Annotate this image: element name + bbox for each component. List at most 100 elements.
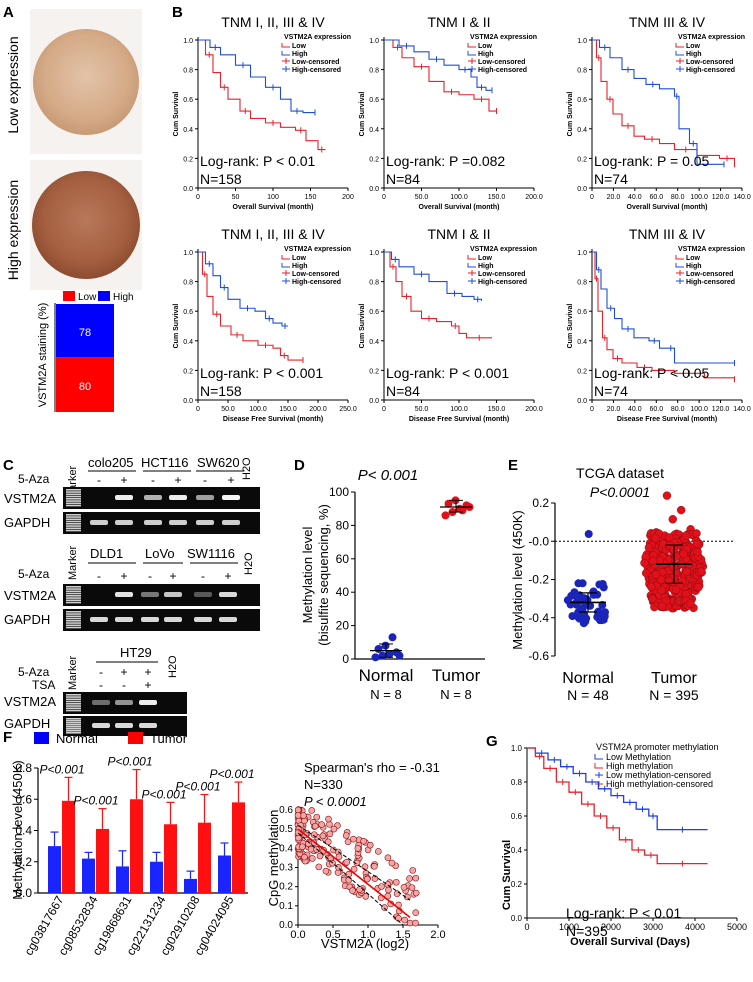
panel-a-letter: A — [3, 4, 14, 21]
km-curve-low — [384, 251, 492, 339]
e-normal-point — [593, 608, 602, 617]
d-group-name: Normal — [359, 666, 414, 685]
gel3-line-ht29: HT29 — [120, 645, 152, 660]
e-tumor-point — [692, 539, 702, 549]
gel2-line-lovo: LoVo — [145, 546, 175, 561]
ladder-band — [66, 730, 81, 732]
gel-band — [219, 592, 237, 597]
ladder-band — [66, 698, 81, 701]
panel-d-ylabel-line2: (bisulfite sequencing, %) — [316, 504, 331, 646]
s-point — [307, 845, 315, 853]
gel3-tsa-label: TSA — [32, 678, 55, 692]
panel-g-legend-title: VSTM2A promoter methylation — [596, 742, 719, 752]
s-point — [319, 832, 327, 840]
gel-band — [144, 520, 162, 525]
s-point — [361, 863, 369, 871]
treatment-sign: + — [144, 665, 151, 679]
km-xtick-label: 200.0 — [525, 406, 543, 413]
gel1-line-colo205: colo205 — [88, 455, 134, 470]
d-ytick-label: 20 — [336, 619, 350, 633]
gel-band — [194, 592, 212, 597]
legend-high-swatch — [98, 291, 110, 301]
km-legend-line — [467, 255, 476, 260]
s-point — [393, 890, 401, 897]
km-ytick-label: 1.0 — [369, 250, 379, 257]
km-ytick-label: 0.4 — [369, 339, 379, 346]
s-xtick-label: 1.0 — [360, 929, 375, 941]
km-ylabel: Cum Survival — [567, 304, 574, 349]
f-bar-normal — [116, 866, 129, 893]
km-xtick-label: 20.0 — [607, 194, 621, 201]
km-plot-3: TNM III & IV 1.0 0.8 0.6 0.4 0.2 0.00 20.0 40.0 6… — [567, 14, 751, 211]
s-point — [343, 858, 351, 866]
g-legend-censor — [595, 772, 603, 778]
ladder-band — [66, 720, 81, 722]
panel-g-logrank: Log-rank: P < 0.01 — [566, 905, 682, 921]
s-point — [350, 865, 358, 873]
bar-low-segment — [56, 357, 114, 412]
panel-b: B TNM I, II, III & IV1.00.80.60.40.20.00… — [172, 4, 751, 423]
panel-f-scatter: 0.6 0.5 0.4 0.3 0.2 0.1 0.00.0 0.5 1.0 1.5 2.0 — [279, 805, 446, 941]
e-tumor-point — [665, 533, 674, 542]
ladder-band — [66, 599, 81, 602]
g-xtick-label: 5000 — [727, 922, 747, 932]
legend-low-swatch — [63, 291, 75, 301]
km-xtick-label: 200.0 — [525, 194, 543, 201]
km-legend-line — [675, 263, 684, 268]
f-bar-normal — [184, 878, 197, 893]
panel-g-km: 1.0 0.8 0.6 0.4 0.2 0.00 1000 2000 3000 4000 5000 L… — [511, 744, 747, 932]
e-group-n: N = 395 — [649, 687, 699, 703]
km-xtick-label: 250.0 — [339, 406, 357, 413]
legend-tumor-swatch — [128, 732, 143, 744]
km-ytick-label: 0.4 — [577, 339, 587, 346]
panel-g-ylabel: Cum Survival — [501, 840, 513, 910]
s-point — [305, 840, 312, 847]
ladder-band — [66, 493, 81, 496]
km-legend-item: Low-censored — [478, 59, 525, 66]
km-legend-title: VSTM2A expression — [284, 246, 351, 253]
legend-normal-label: Normal — [56, 731, 98, 746]
km-ytick-label: 0.0 — [183, 186, 193, 193]
km-legend-item: High-censored — [478, 67, 527, 74]
e-tumor-point — [657, 586, 666, 595]
g-ytick-label: 0.8 — [511, 778, 523, 787]
g-xtick-label: 1000 — [559, 922, 579, 932]
ladder-band — [66, 724, 81, 726]
legend-low-label: Low — [78, 292, 97, 303]
e-normal-point — [600, 608, 609, 617]
gel3-treatment-signs: - + +- - + — [99, 665, 152, 692]
km-legend-item: Low-censored — [292, 271, 339, 278]
km-plot-5: TNM I & II 1.0 0.8 0.6 0.4 0.2 0.00 50.0 100.0 15… — [359, 226, 543, 423]
km-legend-line — [467, 263, 476, 268]
bar-high-segment — [56, 304, 114, 358]
km-legend-censor — [676, 278, 684, 284]
gel2-gapdh-label: GAPDH — [4, 612, 50, 627]
s-fit-line — [297, 828, 411, 918]
ladder-band — [66, 529, 81, 532]
km-n: N=158 — [200, 171, 242, 187]
km-xtick-label: 200.0 — [309, 406, 327, 413]
s-point — [330, 825, 338, 833]
f-ytick-label: 0.6 — [15, 792, 32, 806]
scatter-ylabel: CpG methylation — [266, 810, 281, 907]
km-ylabel: Cum Survival — [359, 304, 366, 349]
high-expression-label: High expression — [5, 180, 21, 280]
km-legend-censor — [468, 278, 476, 284]
s-xtick-label: 2.0 — [430, 929, 445, 941]
s-point — [412, 919, 419, 927]
km-ytick-label: 0.2 — [577, 368, 587, 375]
e-ytick-label: -0.2 — [528, 573, 549, 587]
f-bar-normal — [82, 858, 95, 893]
d-point — [374, 644, 383, 653]
km-legend-item: Low — [686, 43, 701, 50]
f-bar-tumor — [62, 800, 75, 893]
s-point — [349, 887, 356, 894]
km-ytick-label: 0.2 — [369, 368, 379, 375]
treatment-sign: - — [97, 569, 101, 583]
km-legend-item: Low — [478, 43, 493, 50]
s-point — [381, 904, 388, 911]
treatment-sign: - — [148, 569, 152, 583]
s-point — [350, 835, 357, 843]
km-plot-title: TNM III & IV — [629, 226, 706, 242]
treatment-sign: - — [122, 678, 126, 692]
